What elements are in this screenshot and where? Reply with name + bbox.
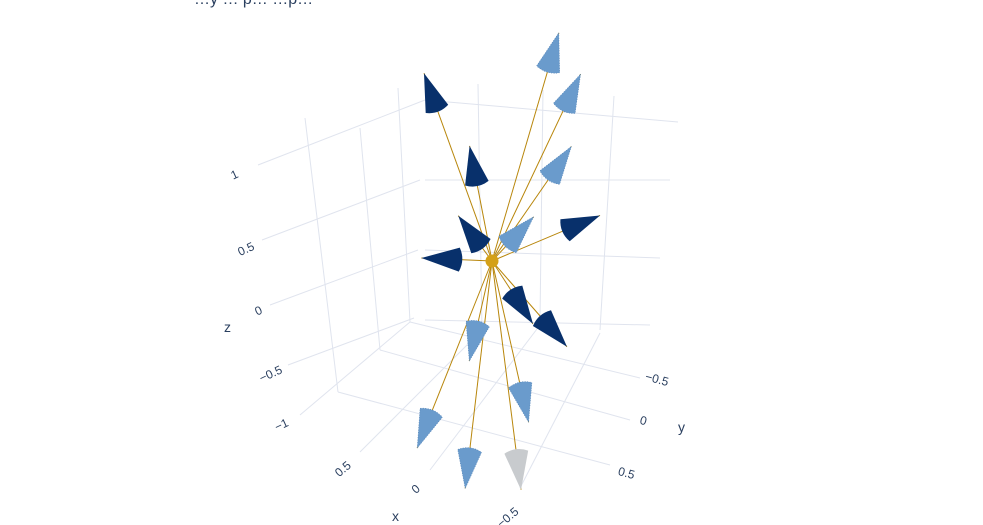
cone-marker[interactable] [421, 247, 463, 272]
cone-marker[interactable] [560, 215, 600, 242]
grid-line [539, 89, 544, 321]
grid-line [299, 321, 411, 416]
grid-line [304, 117, 339, 393]
z-tick-label: −1 [272, 415, 291, 434]
cone-marker[interactable] [536, 31, 561, 74]
y-axis-title: y [678, 419, 685, 435]
cone-marker[interactable] [465, 145, 489, 187]
z-tick-label: −0.5 [257, 362, 285, 385]
cone-marker[interactable] [416, 407, 443, 450]
grid-line [359, 331, 481, 453]
cone-marker[interactable] [532, 310, 567, 347]
cone-marker[interactable] [498, 216, 535, 254]
grid-line [261, 179, 421, 241]
x-tick-label: 0 [409, 481, 423, 496]
cone-marker[interactable] [424, 73, 449, 114]
grid-line [379, 349, 631, 421]
page-title: …y … p… …p… [194, 0, 313, 9]
cone-marker[interactable] [504, 448, 529, 490]
grid-line [269, 249, 419, 306]
z-axis-title: z [224, 319, 231, 335]
cone-marker[interactable] [553, 73, 582, 114]
grid-line [257, 99, 426, 166]
cone-marker[interactable] [457, 447, 482, 490]
grid-line [397, 87, 411, 323]
y-tick-label: 0 [638, 413, 648, 428]
cone-marker[interactable] [465, 320, 490, 363]
grid-lines [257, 83, 679, 489]
z-tick-label: 0 [253, 303, 265, 319]
grid-line [599, 95, 615, 331]
y-tick-label: −0.5 [644, 369, 671, 389]
grid-line [287, 317, 415, 366]
grid-line [359, 127, 381, 351]
grid-line [409, 321, 641, 379]
grid-line [424, 249, 661, 259]
origin-point [485, 254, 499, 268]
cone-marker[interactable] [539, 145, 572, 185]
cone-markers [416, 31, 600, 490]
x-axis-title: x [392, 508, 399, 524]
grid-line [337, 391, 611, 466]
cone-marker[interactable] [508, 381, 533, 424]
x-tick-label: 0.5 [332, 458, 354, 480]
grid-line [424, 99, 679, 123]
y-tick-label: 0.5 [617, 464, 637, 482]
cone-marker[interactable] [502, 285, 533, 324]
grid-line [519, 332, 601, 489]
z-tick-label: 0.5 [235, 239, 256, 259]
cone-marker[interactable] [458, 215, 491, 254]
x-tick-label: −0.5 [494, 504, 521, 525]
z-tick-label: 1 [229, 167, 241, 183]
